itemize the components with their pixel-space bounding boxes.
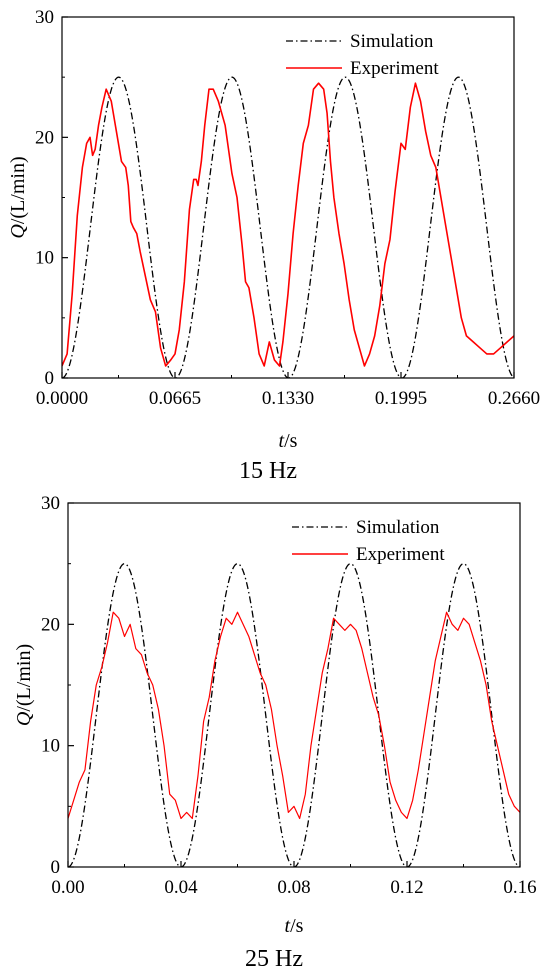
chart-panel-15hz: 0.0000 0.0665 0.1330 0.1995 0.2660 0 10 20 30 t/s… — [0, 0, 550, 488]
x-axis-title: t/s — [279, 430, 298, 452]
legend-label-experiment: Experiment — [356, 544, 445, 565]
y-axis-title: Q/(L/min) — [13, 644, 35, 726]
y-tick-label: 30 — [41, 493, 60, 514]
x-tick-label: 0.1330 — [262, 388, 314, 409]
legend: Simulation Experiment — [286, 31, 439, 79]
x-tick-label: 0.16 — [503, 877, 536, 898]
y-axis-title: Q/(L/min) — [7, 156, 29, 238]
x-tick-label: 0.04 — [164, 877, 198, 898]
plot-frame — [67, 502, 521, 868]
x-tick-label: 0.0665 — [149, 388, 201, 409]
y-tick-label: 10 — [41, 736, 60, 757]
series-line-simulation — [68, 563, 520, 867]
chart-panel-25hz: 0.00 0.04 0.08 0.12 0.16 0 10 20 30 t/s Q/(L/min) 2… — [0, 488, 550, 977]
series-line-experiment — [68, 611, 520, 820]
x-tick-label: 0.2660 — [488, 388, 540, 409]
x-tick-label: 0.1995 — [375, 388, 427, 409]
legend-label-simulation: Simulation — [350, 31, 434, 52]
y-tick-label: 20 — [35, 127, 54, 148]
y-tick-label: 30 — [35, 7, 54, 28]
series-line-experiment — [62, 82, 514, 367]
legend-label-simulation: Simulation — [356, 517, 440, 538]
chart-15hz: 0.0000 0.0665 0.1330 0.1995 0.2660 0 10 20 30 t/s… — [7, 7, 540, 484]
legend: Simulation Experiment — [292, 517, 445, 565]
y-tick-label: 0 — [51, 857, 61, 878]
y-tick-label: 10 — [35, 248, 54, 269]
legend-label-experiment: Experiment — [350, 58, 439, 79]
x-tick-label: 0.0000 — [36, 388, 88, 409]
x-tick-label: 0.00 — [51, 877, 84, 898]
x-tick-label: 0.08 — [277, 877, 310, 898]
y-tick-label: 0 — [45, 368, 55, 389]
chart-caption: 25 Hz — [245, 946, 303, 972]
y-tick-label: 20 — [41, 614, 60, 635]
x-tick-label: 0.12 — [390, 877, 423, 898]
x-axis-title: t/s — [285, 915, 304, 937]
chart-caption: 15 Hz — [239, 458, 297, 484]
chart-25hz: 0.00 0.04 0.08 0.12 0.16 0 10 20 30 t/s Q/(L/min) 2… — [13, 493, 537, 972]
